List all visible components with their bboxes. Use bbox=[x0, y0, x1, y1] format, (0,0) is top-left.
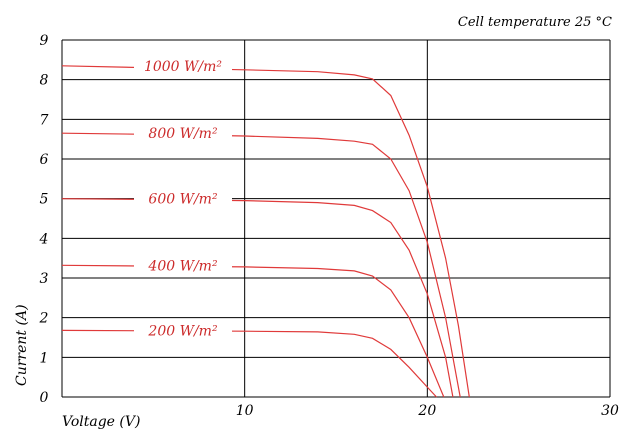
series-label: 1000 W/m² bbox=[144, 59, 222, 75]
x-tick-label: 10 bbox=[236, 403, 254, 419]
y-tick-label: 6 bbox=[40, 152, 49, 168]
grid bbox=[62, 40, 610, 397]
series-line bbox=[62, 330, 437, 397]
series-line bbox=[62, 66, 469, 397]
series-label: 200 W/m² bbox=[147, 323, 218, 339]
y-tick-label: 4 bbox=[39, 231, 49, 247]
series: 1000 W/m² bbox=[62, 55, 469, 397]
series-label: 600 W/m² bbox=[148, 192, 218, 208]
y-tick-label: 9 bbox=[40, 33, 49, 49]
series: 800 W/m² bbox=[62, 122, 460, 397]
series-lines: 1000 W/m² 800 W/m² 600 W/m² 400 W/m² 200 W/m… bbox=[62, 55, 469, 397]
y-tick-label: 1 bbox=[40, 350, 49, 366]
series: 600 W/m² bbox=[62, 188, 453, 397]
series-line bbox=[62, 199, 453, 397]
series: 200 W/m² bbox=[62, 319, 437, 397]
y-tick-label: 0 bbox=[40, 390, 49, 406]
y-axis-title: Current (A) bbox=[14, 304, 30, 386]
y-tick-label: 2 bbox=[39, 311, 49, 327]
y-tick-label: 3 bbox=[40, 271, 49, 287]
x-tick-label: 20 bbox=[417, 403, 436, 419]
y-tick-label: 7 bbox=[40, 112, 49, 128]
y-tick-label: 8 bbox=[40, 73, 49, 89]
series-label: 400 W/m² bbox=[147, 258, 218, 274]
x-tick-label: 30 bbox=[601, 403, 619, 419]
temperature-annotation: Cell temperature 25 °C bbox=[458, 15, 612, 30]
y-tick-label: 5 bbox=[40, 192, 49, 208]
tick-labels: 0 1 2 3 4 5 6 7 8 9 10 20 30 bbox=[39, 33, 619, 419]
x-axis-title: Voltage (V) bbox=[62, 414, 140, 430]
series: 400 W/m² bbox=[62, 254, 444, 397]
series-label: 800 W/m² bbox=[148, 126, 218, 142]
